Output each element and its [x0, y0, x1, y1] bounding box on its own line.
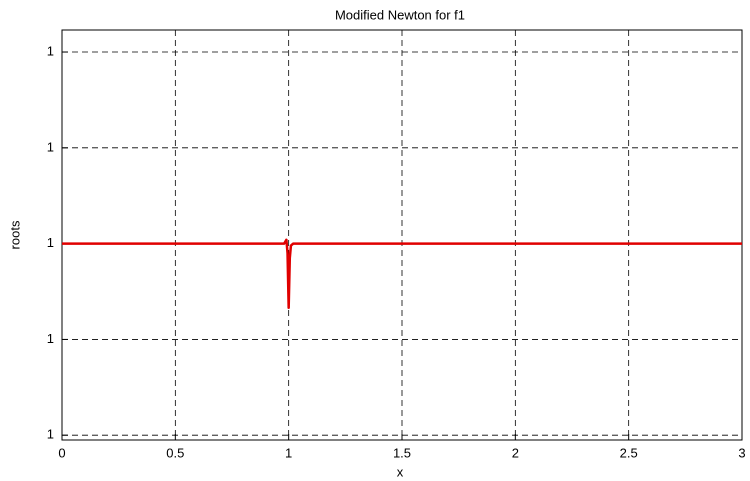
x-tick-label: 2 [512, 445, 519, 460]
y-tick-label: 1 [47, 43, 54, 58]
chart-title: Modified Newton for f1 [335, 7, 465, 22]
x-tick-label: 1 [285, 445, 292, 460]
y-tick-label: 1 [47, 427, 54, 442]
x-tick-label: 2.5 [620, 445, 638, 460]
x-axis-label: x [397, 464, 404, 479]
y-tick-label: 1 [47, 139, 54, 154]
y-tick-label: 1 [47, 331, 54, 346]
x-tick-label: 3 [738, 445, 745, 460]
x-tick-label: 0.5 [166, 445, 184, 460]
data-line [62, 238, 742, 310]
y-axis-label: roots [7, 220, 22, 249]
y-tick-label: 1 [47, 235, 54, 250]
x-tick-label: 1.5 [393, 445, 411, 460]
x-tick-label: 0 [58, 445, 65, 460]
plot-frame [61, 29, 743, 441]
